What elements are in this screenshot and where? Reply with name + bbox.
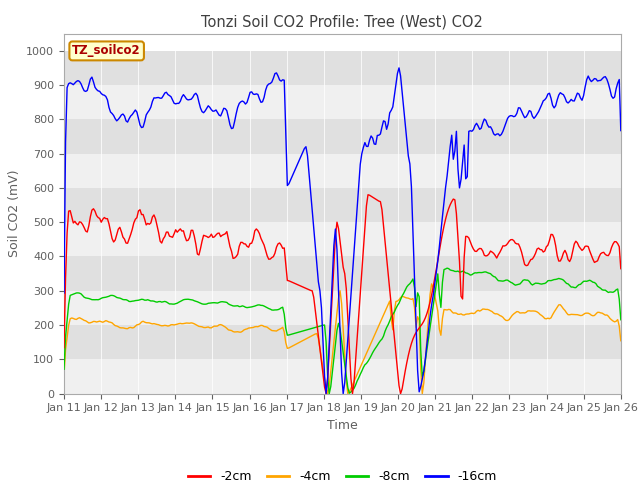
Bar — [64, 51, 621, 85]
Bar — [64, 360, 621, 394]
Bar — [64, 256, 621, 291]
Y-axis label: Soil CO2 (mV): Soil CO2 (mV) — [8, 170, 20, 257]
Bar — [64, 188, 621, 222]
Text: TZ_soilco2: TZ_soilco2 — [72, 44, 141, 58]
Legend: -2cm, -4cm, -8cm, -16cm: -2cm, -4cm, -8cm, -16cm — [183, 465, 502, 480]
Bar — [64, 222, 621, 256]
X-axis label: Time: Time — [327, 419, 358, 432]
Title: Tonzi Soil CO2 Profile: Tree (West) CO2: Tonzi Soil CO2 Profile: Tree (West) CO2 — [202, 15, 483, 30]
Bar — [64, 325, 621, 360]
Bar — [64, 120, 621, 154]
Bar — [64, 85, 621, 120]
Bar — [64, 291, 621, 325]
Bar — [64, 154, 621, 188]
